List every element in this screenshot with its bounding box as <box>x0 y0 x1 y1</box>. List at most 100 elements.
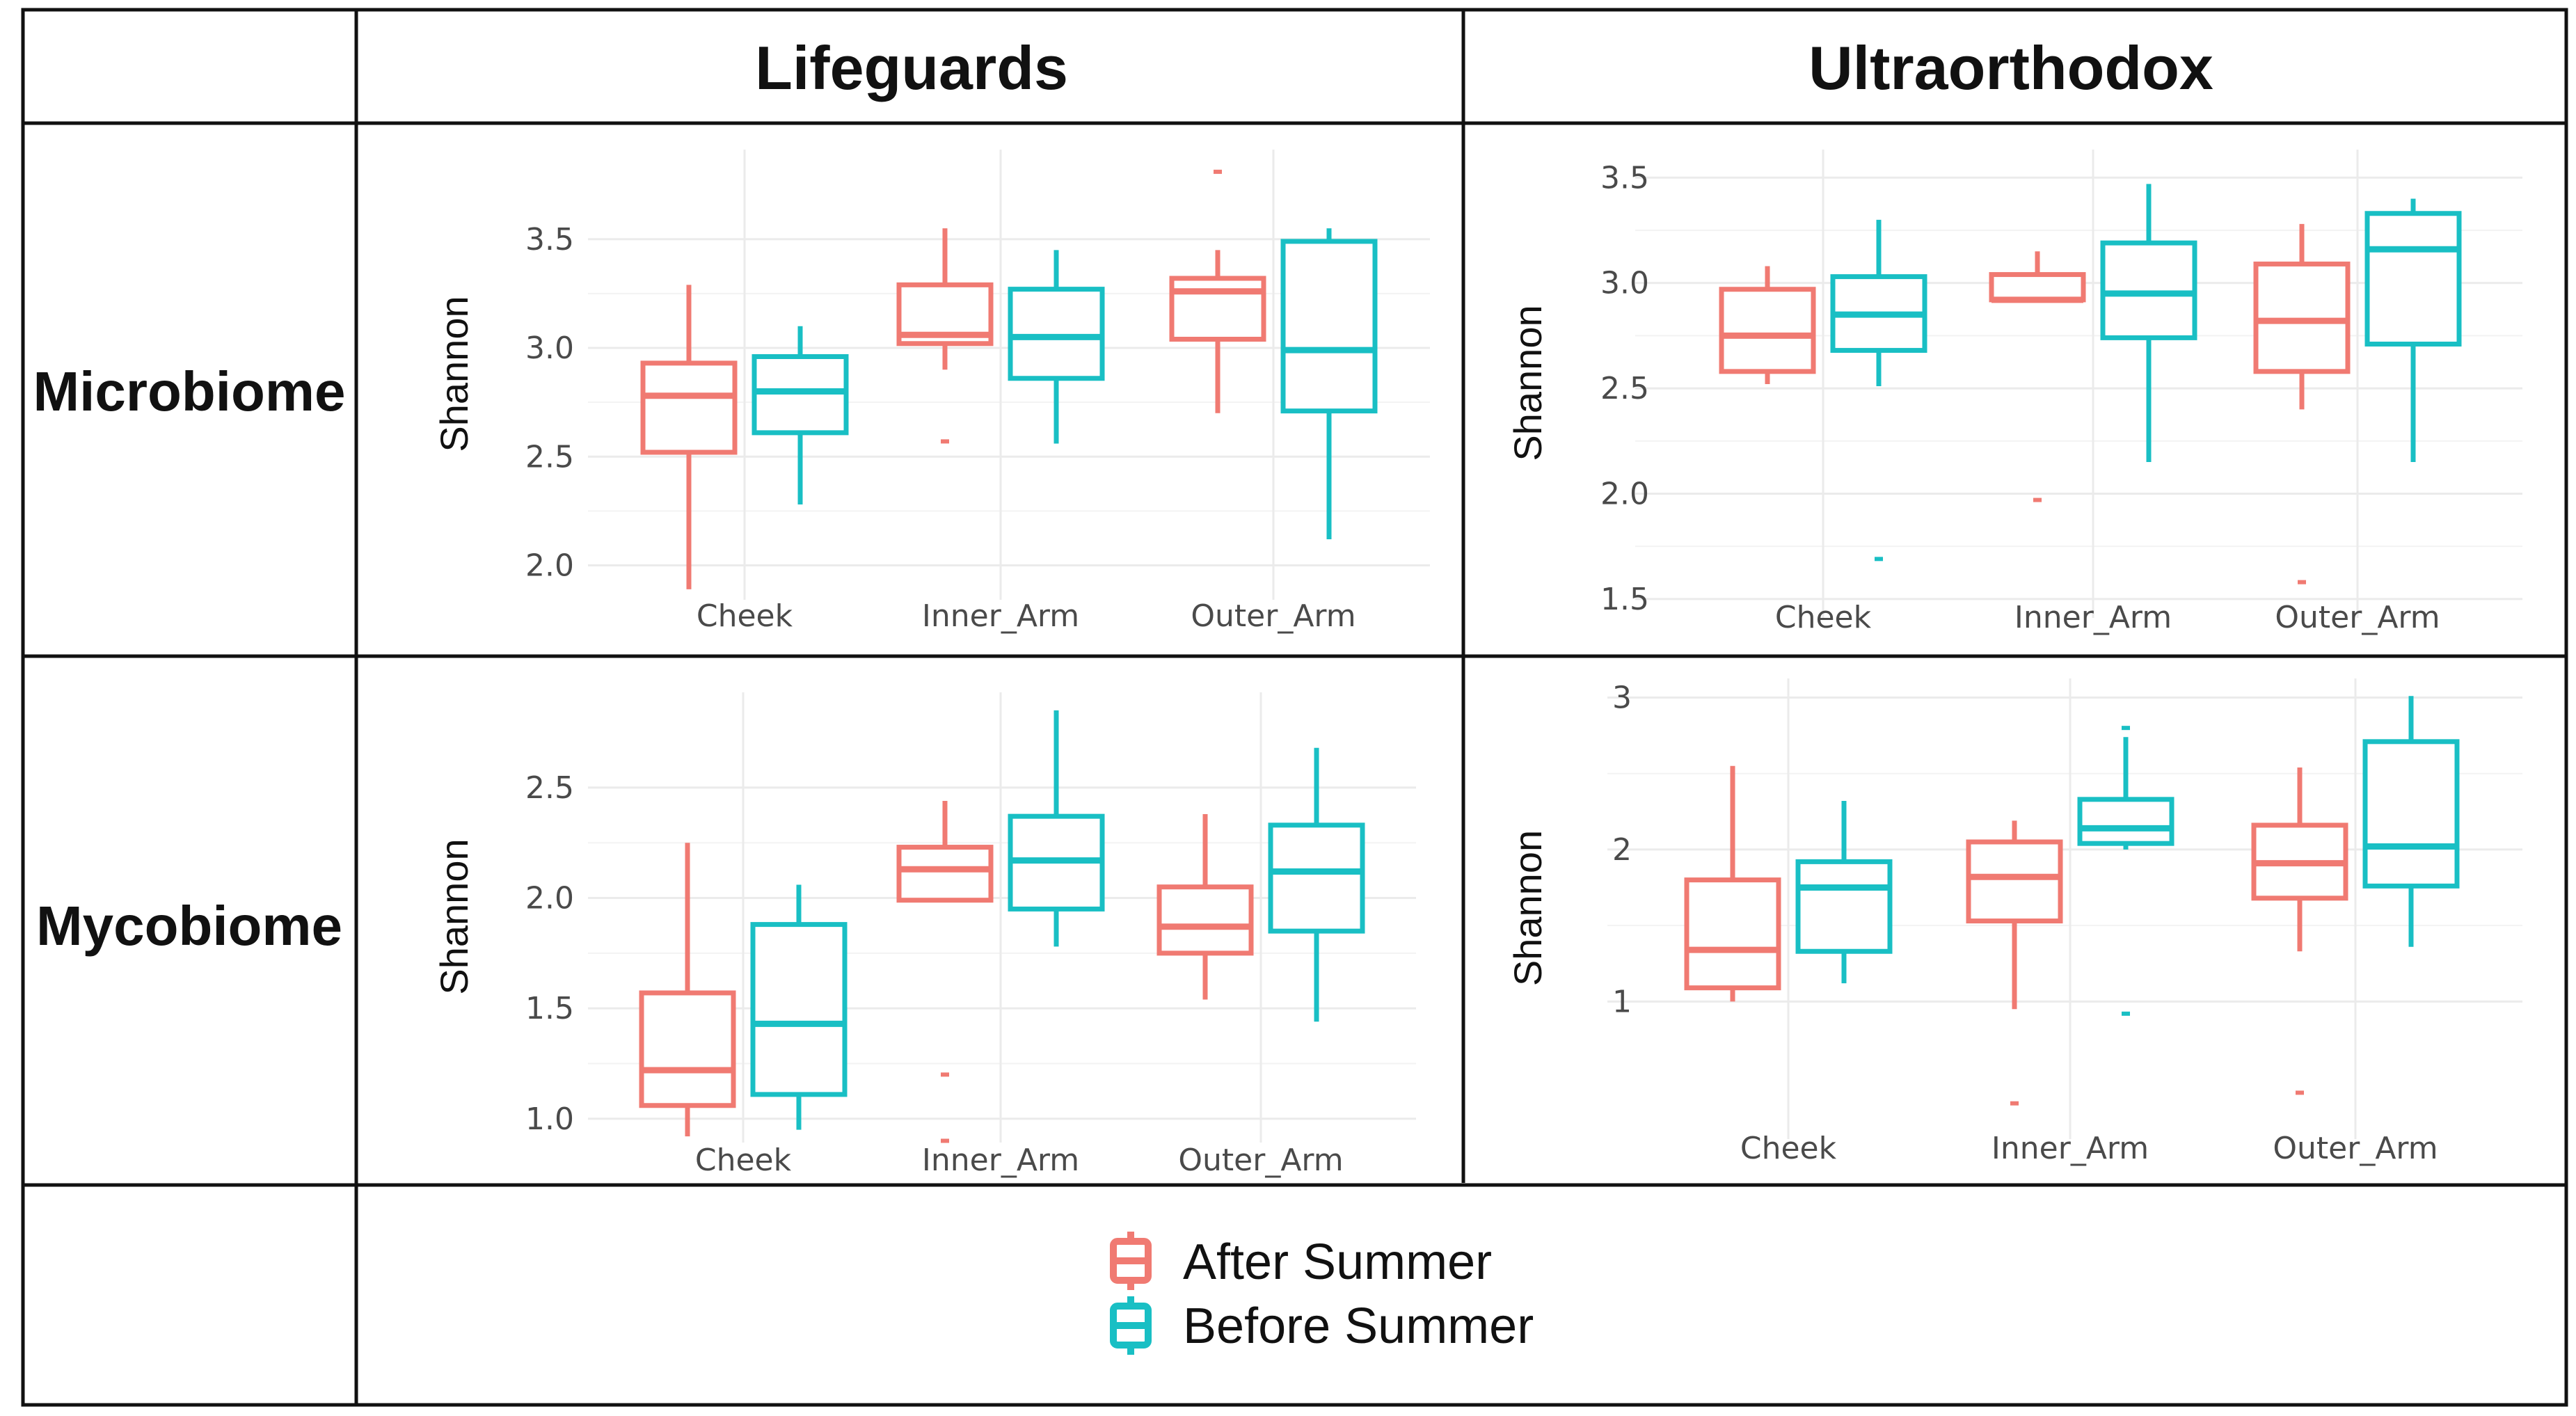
box-iqr <box>1795 859 1893 954</box>
box-iqr <box>2077 797 2175 846</box>
chart-ultraorthodox-microbiome: 1.5 2.0 2.5 3.0 3.5 Cheek Inner_Arm Outer_Arm Sh… <box>1506 150 2522 635</box>
box-before-cheek <box>750 884 848 1130</box>
table-border <box>21 8 2568 1407</box>
legend: After Summer Before Summer <box>1110 1232 1534 1355</box>
y-tick-label: 2 <box>1612 832 1632 868</box>
box-after-cheek <box>1684 765 1781 1002</box>
x-tick-label: Outer_Arm <box>1178 1143 1343 1178</box>
x-tick-label: Inner_Arm <box>2014 600 2172 635</box>
box-before-inner-arm <box>2100 184 2197 463</box>
box-after-cheek <box>639 843 736 1137</box>
column-header-lifeguards: Lifeguards <box>755 33 1068 102</box>
y-tick-label: 2.0 <box>525 881 574 916</box>
x-tick-label: Cheek <box>697 598 793 634</box>
x-tick-label: Cheek <box>695 1143 792 1178</box>
box-before-cheek <box>752 326 849 504</box>
outlier-point <box>2033 498 2042 502</box>
box-iqr <box>2253 261 2351 374</box>
x-tick-label: Inner_Arm <box>922 1143 1079 1178</box>
y-tick-label: 2.0 <box>525 548 574 584</box>
box-before-inner-arm <box>2077 726 2175 1016</box>
outlier-point <box>941 439 949 444</box>
chart-lifeguards-microbiome: 2.0 2.5 3.0 3.5 Cheek Inner_Arm Outer_Arm Shann… <box>432 150 1430 634</box>
y-tick-label: 1.5 <box>1600 582 1649 617</box>
y-axis-label: Shannon <box>1506 830 1550 986</box>
box-after-inner-arm <box>1989 251 2086 502</box>
outlier-point <box>941 1138 949 1143</box>
box-before-inner-arm <box>1008 710 1105 947</box>
box-iqr <box>2364 211 2462 347</box>
outlier-point <box>2122 726 2130 731</box>
x-tick-label: Cheek <box>1775 600 1872 635</box>
y-tick-label: 2.0 <box>1600 476 1649 511</box>
outlier-point <box>2010 1101 2019 1106</box>
x-tick-label: Inner_Arm <box>922 598 1079 634</box>
box-iqr <box>2362 739 2460 889</box>
box-iqr <box>639 990 736 1108</box>
box-iqr <box>1008 287 1105 381</box>
outlier-point <box>2122 1011 2130 1016</box>
outlier-point <box>1214 169 1222 174</box>
table-grid <box>21 8 2568 1407</box>
chart-ultraorthodox-mycobiome: 1 2 3 Cheek Inner_Arm Outer_Arm Shannon <box>1506 678 2522 1166</box>
box-iqr <box>1684 877 1781 991</box>
box-iqr <box>750 922 848 1097</box>
box-after-inner-arm <box>1966 820 2063 1106</box>
box-before-outer-arm <box>1268 747 1365 1022</box>
y-tick-label: 2.5 <box>525 770 574 806</box>
box-after-outer-arm <box>1156 813 1254 1000</box>
box-after-inner-arm <box>896 800 994 1143</box>
y-tick-label: 3.0 <box>1600 266 1649 301</box>
outlier-point <box>941 1072 949 1077</box>
column-header-ultraorthodox: Ultraorthodox <box>1808 33 2213 102</box>
box-after-inner-arm <box>896 228 994 444</box>
y-tick-label: 1.0 <box>525 1101 574 1137</box>
box-iqr <box>1268 822 1365 934</box>
box-iqr <box>1156 884 1254 956</box>
x-tick-label: Outer_Arm <box>2273 1131 2438 1166</box>
box-after-outer-arm <box>2253 223 2351 584</box>
y-axis-label: Shannon <box>432 838 476 994</box>
legend-key-before-summer <box>1110 1296 1152 1355</box>
outlier-point <box>1875 557 1883 562</box>
y-tick-label: 1 <box>1612 984 1632 1019</box>
box-iqr <box>752 354 849 436</box>
y-tick-label: 1.5 <box>525 991 574 1026</box>
box-before-outer-arm <box>2362 696 2460 947</box>
box-iqr <box>896 845 994 903</box>
x-tick-label: Cheek <box>1740 1131 1837 1166</box>
y-axis-label: Shannon <box>1506 305 1550 461</box>
box-after-outer-arm <box>1169 169 1266 413</box>
outlier-point <box>2298 580 2306 584</box>
box-iqr <box>1169 276 1266 342</box>
box-after-cheek <box>640 285 738 589</box>
legend-label-before-summer: Before Summer <box>1183 1298 1534 1354</box>
row-header-microbiome: Microbiome <box>33 360 346 422</box>
y-tick-label: 3.0 <box>525 331 574 366</box>
x-tick-label: Outer_Arm <box>1191 598 1355 634</box>
box-before-cheek <box>1795 801 1893 984</box>
outlier-point <box>2296 1090 2304 1095</box>
box-after-outer-arm <box>2251 767 2348 1095</box>
box-before-outer-arm <box>2364 198 2462 463</box>
box-iqr <box>2100 240 2197 340</box>
box-before-outer-arm <box>1280 228 1378 539</box>
x-tick-label: Outer_Arm <box>2275 600 2440 635</box>
legend-label-after-summer: After Summer <box>1183 1234 1492 1290</box>
y-tick-label: 2.5 <box>525 439 574 475</box>
y-tick-label: 3.5 <box>1600 160 1649 196</box>
box-iqr <box>1989 272 2086 303</box>
box-iqr <box>1280 239 1378 414</box>
box-after-cheek <box>1719 266 1816 385</box>
box-iqr <box>1719 287 1816 374</box>
box-iqr <box>640 360 738 455</box>
y-tick-label: 3.5 <box>525 222 574 257</box>
box-iqr <box>1966 839 2063 924</box>
gridlines <box>1607 678 2522 1139</box>
box-before-cheek <box>1830 219 1927 562</box>
row-header-mycobiome: Mycobiome <box>36 895 342 957</box>
chart-lifeguards-mycobiome: 1.0 1.5 2.0 2.5 Cheek Inner_Arm Outer_Arm Shann… <box>432 692 1416 1178</box>
y-tick-label: 2.5 <box>1600 371 1649 406</box>
y-tick-label: 3 <box>1612 680 1632 715</box>
